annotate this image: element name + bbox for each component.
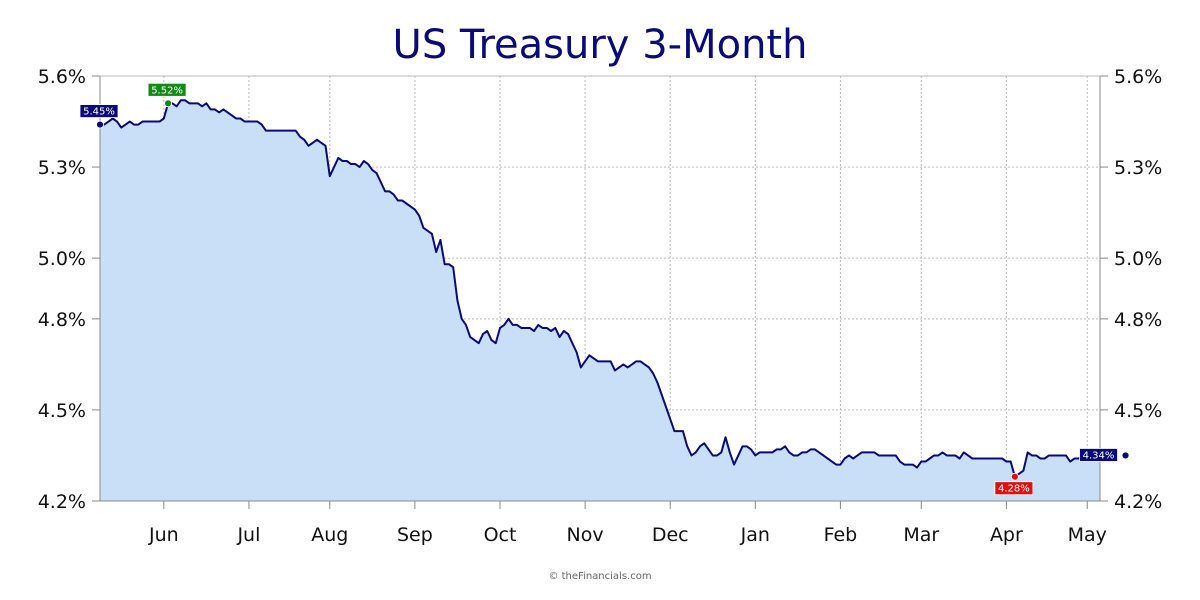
annotation-label-max: 5.52% xyxy=(151,85,183,96)
annotation-label-start: 5.45% xyxy=(83,107,115,118)
x-tick-label: May xyxy=(1068,524,1107,546)
x-tick-label: Oct xyxy=(484,524,517,546)
y-tick-label: 5.0% xyxy=(1114,248,1162,270)
y-tick-label: 4.8% xyxy=(38,309,86,331)
y-tick-label: 4.5% xyxy=(1114,400,1162,422)
y-axis-left: 5.6% 5.3% 5.0% 4.8% 4.5% 4.2% xyxy=(38,66,100,513)
y-tick-label: 5.3% xyxy=(1114,157,1162,179)
annotation-dot-end xyxy=(1121,451,1130,460)
x-tick-label: Apr xyxy=(990,524,1023,546)
credit-footer: © theFinancials.com xyxy=(548,571,651,582)
annotation-box-min xyxy=(994,481,1034,496)
x-tick-label: Feb xyxy=(824,524,858,546)
x-tick-label: Jan xyxy=(740,524,770,546)
annotation-label-min: 4.28% xyxy=(998,484,1030,495)
series-line xyxy=(100,99,1101,478)
x-tick-label: Sep xyxy=(397,524,433,546)
annotation-dot-start xyxy=(96,120,104,129)
x-tick-label: Aug xyxy=(311,524,348,546)
annotation-label-end: 4.34% xyxy=(1083,450,1115,461)
annotation-dot-max xyxy=(164,99,172,108)
y-tick-label: 5.6% xyxy=(38,66,86,88)
y-tick-label: 4.8% xyxy=(1114,309,1162,331)
plot-frame xyxy=(99,75,1101,502)
x-tick-label: Jul xyxy=(236,524,260,546)
x-tick-label: Mar xyxy=(903,524,939,546)
annotations: 5.45% 5.52% 4.28% 4.34% xyxy=(79,82,1130,496)
y-tick-label: 4.2% xyxy=(1114,491,1162,513)
y-tick-label: 5.0% xyxy=(38,248,86,270)
annotation-box-start xyxy=(79,104,119,118)
x-tick-label: Jun xyxy=(148,524,179,546)
y-tick-label: 4.5% xyxy=(38,400,86,422)
series-area xyxy=(100,100,1100,501)
annotation-box-max xyxy=(147,82,187,97)
y-tick-label: 5.3% xyxy=(38,157,86,179)
chart-title: US Treasury 3-Month xyxy=(393,22,808,68)
x-axis: Jun Jul Aug Sep Oct Nov Dec Jan Feb Mar Apr May xyxy=(148,501,1107,546)
x-tick-label: Nov xyxy=(567,524,604,546)
y-tick-label: 4.2% xyxy=(38,491,86,513)
annotation-dot-min xyxy=(1010,472,1019,481)
y-tick-label: 5.6% xyxy=(1114,66,1162,88)
y-axis-right: 5.6% 5.3% 5.0% 4.8% 4.5% 4.2% xyxy=(1100,66,1162,513)
x-tick-label: Dec xyxy=(652,524,689,546)
annotation-box-end xyxy=(1079,448,1118,462)
